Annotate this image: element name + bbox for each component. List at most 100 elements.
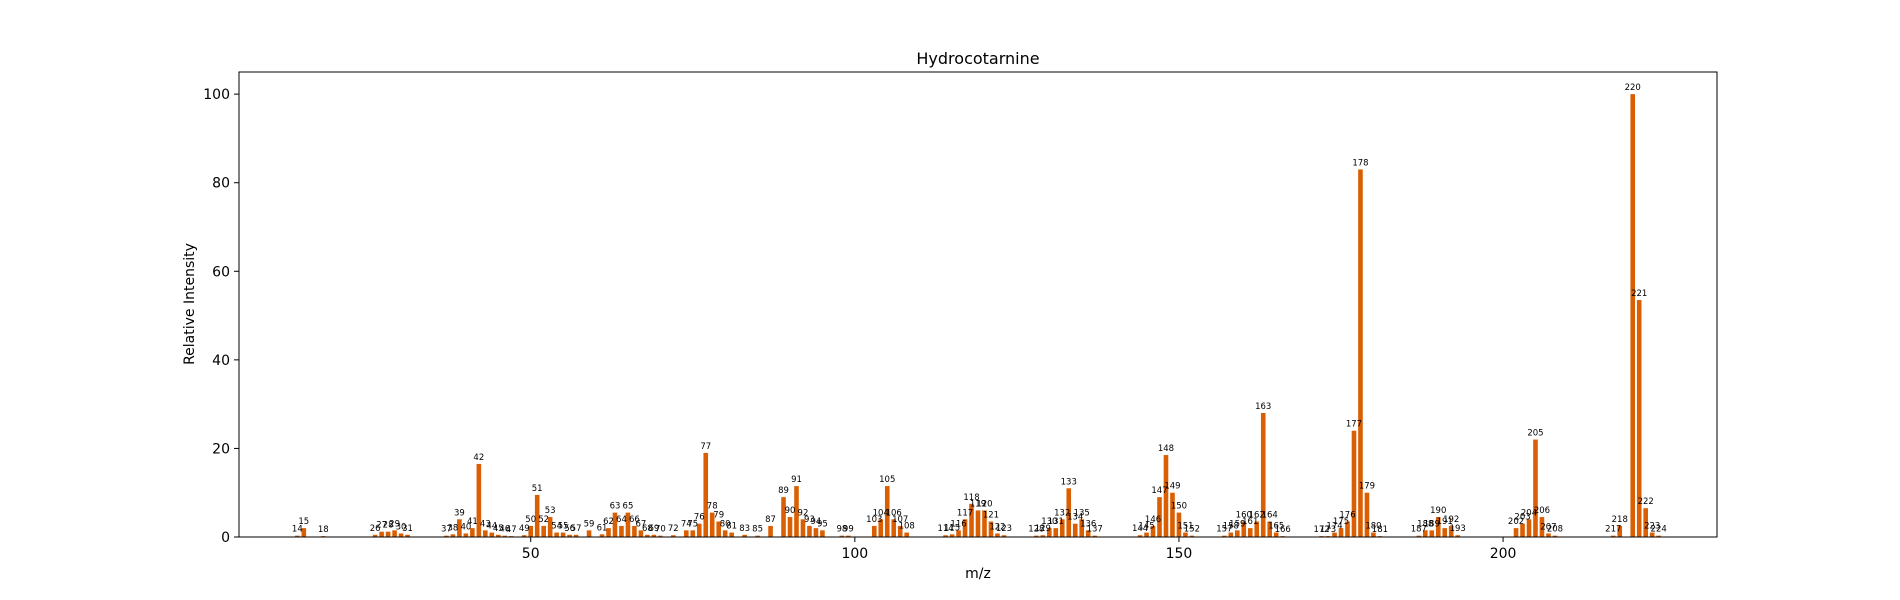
y-axis-label: Relative Intensity bbox=[182, 243, 198, 365]
bar-mz-157 bbox=[1222, 535, 1227, 537]
bar-mz-149 bbox=[1170, 492, 1175, 537]
bar-mz-74 bbox=[683, 530, 689, 537]
x-tick-label: 100 bbox=[841, 546, 868, 562]
bar-mz-99 bbox=[846, 535, 851, 537]
peak-label-146: 146 bbox=[1145, 515, 1161, 525]
peak-label-65: 65 bbox=[623, 502, 634, 512]
peak-label-57: 57 bbox=[571, 524, 582, 534]
peak-label-166: 166 bbox=[1275, 525, 1291, 535]
y-tick-label: 100 bbox=[203, 87, 230, 103]
bar-mz-191 bbox=[1442, 528, 1448, 537]
peak-label-132: 132 bbox=[1054, 508, 1070, 518]
bar-mz-104 bbox=[878, 519, 884, 537]
bar-mz-152 bbox=[1189, 535, 1195, 537]
peak-label-221: 221 bbox=[1631, 289, 1647, 299]
peak-label-159: 159 bbox=[1229, 519, 1245, 529]
peak-label-80: 80 bbox=[720, 519, 731, 529]
bar-mz-174 bbox=[1332, 532, 1337, 537]
peak-label-179: 179 bbox=[1359, 482, 1375, 492]
bar-mz-80 bbox=[722, 530, 728, 537]
bar-mz-79 bbox=[716, 521, 721, 537]
peak-label-134: 134 bbox=[1067, 513, 1083, 523]
peak-label-62: 62 bbox=[603, 517, 614, 527]
peak-label-44: 44 bbox=[486, 522, 497, 532]
x-tick-label: 150 bbox=[1166, 546, 1193, 562]
peak-label-79: 79 bbox=[713, 511, 724, 521]
peak-label-83: 83 bbox=[739, 524, 750, 534]
bar-mz-85 bbox=[755, 535, 760, 537]
bar-mz-28 bbox=[385, 531, 391, 537]
peak-label-59: 59 bbox=[584, 519, 595, 529]
peak-label-64: 64 bbox=[616, 515, 627, 525]
peak-label-193: 193 bbox=[1450, 524, 1466, 534]
bar-mz-122 bbox=[995, 533, 1000, 537]
peak-label-55: 55 bbox=[558, 522, 569, 532]
bar-mz-83 bbox=[742, 534, 747, 537]
peak-label-77: 77 bbox=[700, 442, 711, 452]
peak-label-107: 107 bbox=[892, 515, 908, 525]
bar-mz-108 bbox=[904, 532, 909, 537]
bar-mz-120 bbox=[982, 510, 987, 537]
bar-mz-72 bbox=[671, 535, 676, 537]
y-axis-ticks: 0 20 40 60 80 100 bbox=[203, 87, 239, 546]
peak-label-165: 165 bbox=[1268, 522, 1284, 532]
peak-label-117: 117 bbox=[957, 508, 973, 518]
bar-mz-218 bbox=[1617, 525, 1623, 537]
peak-label-76: 76 bbox=[694, 513, 705, 523]
bar-mz-192 bbox=[1448, 525, 1454, 537]
bar-mz-26 bbox=[372, 534, 378, 537]
bar-mz-203 bbox=[1520, 523, 1525, 537]
peak-label-175: 175 bbox=[1333, 517, 1349, 527]
peak-label-94: 94 bbox=[811, 517, 822, 527]
peak-label-144: 144 bbox=[1132, 524, 1148, 534]
bar-mz-52 bbox=[541, 525, 546, 537]
bar-mz-145 bbox=[1144, 532, 1149, 537]
bar-mz-41 bbox=[470, 528, 475, 537]
bar-mz-204 bbox=[1526, 519, 1532, 537]
peak-label-47: 47 bbox=[506, 525, 517, 535]
peak-label-129: 129 bbox=[1035, 524, 1051, 534]
bar-mz-30 bbox=[398, 533, 404, 537]
peak-label-123: 123 bbox=[996, 524, 1012, 534]
peak-label-105: 105 bbox=[879, 475, 895, 485]
x-axis-ticks: 50 100 150 200 bbox=[522, 537, 1516, 562]
peak-label-203: 203 bbox=[1514, 513, 1530, 523]
bar-mz-59 bbox=[586, 530, 592, 537]
bar-mz-61 bbox=[599, 534, 605, 537]
peak-label-61: 61 bbox=[597, 523, 608, 533]
peak-label-85: 85 bbox=[752, 525, 763, 535]
peak-label-56: 56 bbox=[564, 524, 575, 534]
bar-mz-15 bbox=[301, 528, 307, 537]
bar-mz-68 bbox=[645, 534, 650, 537]
bar-mz-54 bbox=[554, 532, 559, 537]
peak-label-45: 45 bbox=[493, 524, 504, 534]
peak-label-145: 145 bbox=[1138, 522, 1154, 532]
bar-mz-180 bbox=[1371, 532, 1376, 537]
bar-mz-78 bbox=[709, 512, 715, 537]
bar-mz-217 bbox=[1610, 535, 1616, 537]
bar-mz-50 bbox=[528, 525, 534, 537]
peak-label-187: 187 bbox=[1411, 525, 1427, 535]
peak-label-114: 114 bbox=[937, 524, 953, 534]
bar-mz-164 bbox=[1267, 521, 1273, 537]
peak-label-26: 26 bbox=[370, 524, 381, 534]
bar-mz-119 bbox=[975, 510, 981, 537]
peak-label-190: 190 bbox=[1430, 506, 1446, 516]
peak-label-31: 31 bbox=[402, 524, 413, 534]
bar-mz-224 bbox=[1656, 535, 1661, 537]
peak-label-43: 43 bbox=[480, 519, 491, 529]
bar-mz-176 bbox=[1345, 521, 1350, 537]
peak-label-40: 40 bbox=[460, 522, 471, 532]
bar-mz-67 bbox=[638, 530, 644, 537]
peak-label-181: 181 bbox=[1372, 525, 1388, 535]
peak-label-27: 27 bbox=[376, 521, 387, 531]
bar-mz-14 bbox=[295, 535, 300, 537]
bar-mz-121 bbox=[988, 521, 994, 537]
bar-mz-123 bbox=[1001, 535, 1007, 537]
peak-label-151: 151 bbox=[1177, 522, 1193, 532]
bar-mz-56 bbox=[567, 534, 572, 537]
bar-mz-207 bbox=[1546, 533, 1551, 537]
x-axis-label: m/z bbox=[965, 566, 991, 582]
bar-mz-107 bbox=[897, 525, 903, 537]
